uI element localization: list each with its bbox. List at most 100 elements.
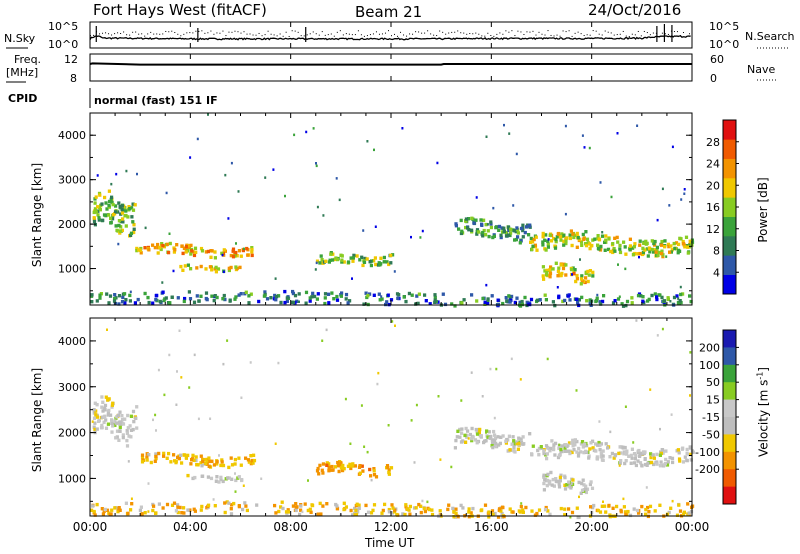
cpid-value: normal (fast) 151 IF (94, 94, 218, 107)
velocity-cell (644, 512, 648, 516)
velocity-cell (95, 502, 99, 507)
velocity-cell (93, 401, 97, 405)
power-cell (454, 222, 458, 226)
velocity-cell (473, 438, 478, 442)
power-cell (121, 295, 125, 300)
velocity-cell (100, 423, 104, 428)
velocity-cell (177, 456, 181, 461)
velocity-cell (594, 442, 598, 446)
noise-search-point (168, 31, 170, 33)
velocity-cell (546, 478, 550, 483)
velocity-cell (220, 458, 224, 462)
power-cell (610, 195, 613, 199)
velocity-cell (653, 509, 657, 513)
velocity-cell (371, 508, 375, 513)
power-cell (313, 294, 317, 299)
power-cell (568, 236, 572, 241)
power-cell (352, 253, 356, 258)
power-cell (293, 133, 296, 137)
noise-search-point (207, 32, 209, 34)
power-cell (652, 250, 656, 254)
power-cell (560, 271, 564, 276)
velocity-cell (106, 422, 110, 426)
velocity-cell (110, 405, 114, 409)
velocity-cell (176, 455, 180, 460)
velocity-cell (100, 405, 104, 409)
power-cell (184, 250, 188, 254)
power-cell (98, 205, 102, 210)
power-cell (638, 243, 642, 247)
noise-search-point (222, 30, 224, 32)
power-cell (172, 250, 176, 254)
velocity-cell (455, 435, 459, 439)
velocity-cell (585, 487, 590, 491)
velocity-cell (199, 508, 203, 512)
power-cell (283, 289, 287, 294)
power-cell (679, 237, 683, 241)
power-cell (239, 292, 243, 296)
power-cell (124, 298, 128, 302)
noise-search-point (448, 32, 450, 34)
power-cell (199, 264, 203, 269)
power-cell (231, 247, 236, 251)
velocity-cell (135, 426, 139, 430)
noise-search-point (565, 31, 567, 33)
velocity-cell (558, 475, 562, 480)
velocity-cell (655, 460, 659, 464)
power-cell (616, 240, 620, 244)
power-cell (126, 215, 130, 219)
velocity-cell (252, 458, 257, 463)
velocity-cell (667, 510, 671, 515)
noise-search-point (520, 31, 522, 33)
velocity-cell (192, 458, 196, 462)
power-cell (123, 292, 127, 296)
power-cell (667, 244, 671, 249)
noise-search-point (607, 31, 609, 33)
power-cell (373, 148, 375, 152)
velocity-cell (632, 507, 636, 511)
power-cell (320, 258, 324, 262)
power-cell (156, 242, 160, 247)
velocity-cell (521, 508, 525, 512)
velocity-cell (550, 439, 554, 443)
velocity-cell (579, 450, 583, 454)
power-cell (118, 229, 123, 233)
power-cell (402, 295, 406, 299)
velocity-cell (182, 506, 186, 510)
noise-search-point (583, 35, 585, 37)
power-cell (168, 301, 172, 305)
power-cell (96, 205, 100, 209)
power-cell (212, 298, 216, 303)
power-cell (544, 233, 548, 237)
power-cell (342, 260, 346, 264)
power-cell (436, 161, 439, 165)
velocity-cell (550, 446, 554, 451)
power-cell (227, 266, 231, 271)
power-cell (558, 235, 562, 239)
velocity-cell (134, 416, 138, 420)
power-cell (591, 270, 595, 275)
velocity-cell (495, 367, 498, 371)
power-cell (564, 241, 568, 246)
power-cell (497, 224, 502, 229)
velocity-cell (151, 508, 155, 513)
velocity-cell (294, 502, 298, 506)
power-cell (613, 299, 617, 303)
power-cell (120, 204, 124, 208)
power-cell (257, 299, 261, 304)
power-cell (197, 299, 201, 303)
power-cell (156, 251, 160, 255)
power-cell (181, 268, 185, 272)
velocity-cell (113, 419, 117, 423)
velocity-cell (557, 446, 561, 450)
velocity-frame (89, 317, 693, 517)
power-cell (187, 245, 191, 250)
velocity-cell (178, 329, 181, 332)
power-cell (315, 297, 319, 301)
velocity-cell (539, 445, 543, 449)
velocity-cell (608, 513, 612, 517)
velocity-cell (604, 442, 608, 446)
velocity-cell (121, 422, 126, 426)
power-cell (210, 268, 214, 272)
